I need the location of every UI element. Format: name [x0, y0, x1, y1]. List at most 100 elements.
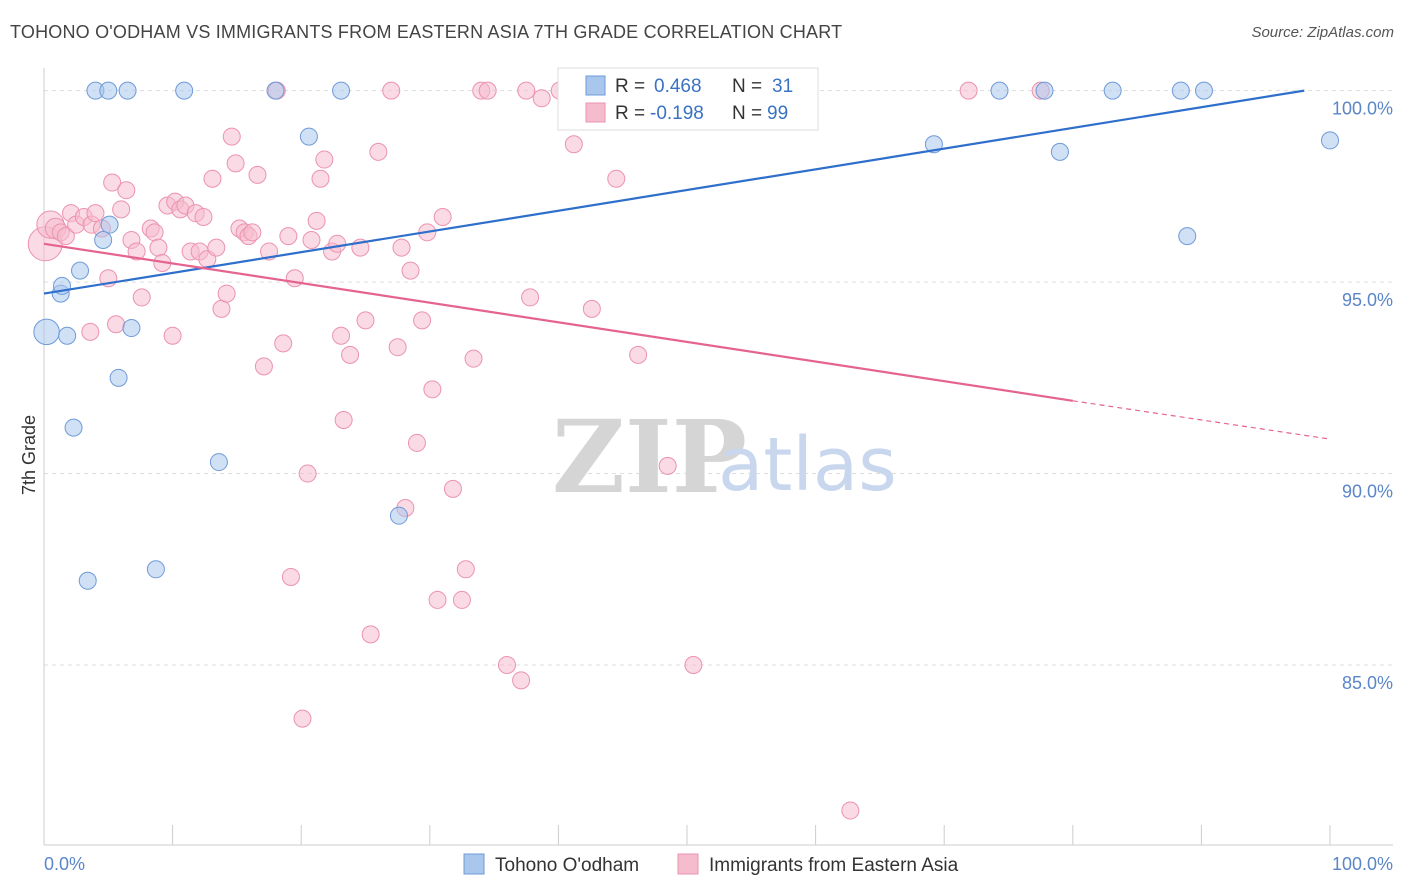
legend-r-value-1: 0.468: [654, 76, 702, 97]
point-tohono-oodham: [1103, 81, 1122, 100]
point-immigrants-eastern-asia: [285, 269, 304, 288]
chart-source: Source: ZipAtlas.com: [1251, 24, 1394, 41]
point-tohono-oodham: [266, 81, 285, 100]
legend-n-label-2: N =: [732, 103, 762, 124]
point-immigrants-eastern-asia: [307, 211, 326, 230]
point-tohono-oodham: [33, 318, 60, 346]
bottom-legend-label-1: Tohono O'odham: [495, 855, 639, 876]
point-immigrants-eastern-asia: [382, 81, 401, 100]
legend-r-value-2: -0.198: [650, 103, 704, 124]
y-tick-label: 95.0%: [1342, 290, 1393, 310]
point-tohono-oodham: [78, 571, 97, 590]
point-immigrants-eastern-asia: [392, 238, 411, 257]
point-immigrants-eastern-asia: [423, 380, 442, 399]
point-immigrants-eastern-asia: [226, 154, 245, 173]
point-immigrants-eastern-asia: [281, 567, 300, 586]
legend-swatch-pink: [585, 102, 606, 123]
point-immigrants-eastern-asia: [194, 208, 213, 226]
point-immigrants-eastern-asia: [112, 200, 131, 219]
point-immigrants-eastern-asia: [293, 709, 312, 728]
point-immigrants-eastern-asia: [302, 230, 321, 249]
x-tick-label-min: 0.0%: [44, 854, 85, 874]
point-tohono-oodham: [71, 261, 90, 280]
point-immigrants-eastern-asia: [517, 81, 536, 100]
point-tohono-oodham: [990, 81, 1009, 100]
point-tohono-oodham: [299, 127, 318, 146]
point-immigrants-eastern-asia: [582, 299, 601, 318]
point-immigrants-eastern-asia: [428, 590, 447, 609]
point-immigrants-eastern-asia: [841, 801, 860, 820]
series-immigrants-eastern-asia: [27, 81, 1050, 820]
point-immigrants-eastern-asia: [56, 227, 75, 246]
point-tohono-oodham: [109, 368, 128, 387]
point-immigrants-eastern-asia: [401, 261, 420, 280]
legend-swatch-blue: [585, 75, 606, 96]
point-tohono-oodham: [64, 418, 83, 437]
point-immigrants-eastern-asia: [248, 165, 267, 184]
point-immigrants-eastern-asia: [564, 135, 583, 154]
point-immigrants-eastern-asia: [203, 169, 222, 188]
point-tohono-oodham: [94, 230, 113, 249]
point-tohono-oodham: [1321, 131, 1339, 150]
y-tick-label: 100.0%: [1332, 99, 1393, 119]
chart-title: TOHONO O'ODHAM VS IMMIGRANTS FROM EASTER…: [10, 22, 843, 42]
point-immigrants-eastern-asia: [315, 150, 334, 169]
y-tick-label: 90.0%: [1342, 482, 1393, 502]
point-immigrants-eastern-asia: [298, 464, 317, 483]
legend-n-value-2: 99: [767, 103, 788, 124]
legend-r-label-2: R =: [615, 103, 645, 124]
trend-lines: [43, 89, 1331, 440]
trend-line-extension: [1072, 400, 1331, 440]
point-immigrants-eastern-asia: [222, 127, 241, 146]
point-immigrants-eastern-asia: [328, 234, 347, 253]
point-tohono-oodham: [122, 319, 141, 338]
correlation-legend: R = 0.468 N = 31 R = -0.198 N = 99: [557, 67, 819, 131]
x-tick-labels: 0.0% 100.0%: [44, 854, 1393, 874]
point-immigrants-eastern-asia: [512, 671, 531, 690]
point-immigrants-eastern-asia: [243, 223, 262, 242]
point-tohono-oodham: [118, 81, 137, 100]
point-immigrants-eastern-asia: [217, 284, 236, 303]
point-immigrants-eastern-asia: [207, 238, 226, 257]
point-immigrants-eastern-asia: [607, 169, 626, 188]
point-tohono-oodham: [389, 506, 408, 525]
point-immigrants-eastern-asia: [388, 338, 407, 357]
point-immigrants-eastern-asia: [356, 311, 375, 330]
point-immigrants-eastern-asia: [332, 326, 351, 345]
point-immigrants-eastern-asia: [959, 81, 978, 100]
point-immigrants-eastern-asia: [478, 81, 497, 100]
point-immigrants-eastern-asia: [361, 625, 380, 644]
bottom-legend-swatch-pink: [677, 853, 699, 875]
point-tohono-oodham: [100, 215, 119, 234]
grid-lines: [44, 90, 1393, 666]
point-immigrants-eastern-asia: [81, 322, 100, 341]
point-immigrants-eastern-asia: [658, 456, 677, 475]
point-immigrants-eastern-asia: [464, 349, 483, 368]
y-tick-label: 85.0%: [1342, 673, 1393, 693]
point-immigrants-eastern-asia: [629, 345, 648, 364]
trend-line-tohono-oodham: [43, 89, 1305, 295]
point-immigrants-eastern-asia: [279, 227, 298, 246]
point-tohono-oodham: [1171, 81, 1190, 100]
legend-r-label-1: R =: [615, 76, 645, 97]
point-immigrants-eastern-asia: [456, 560, 475, 579]
x-tick-label-max: 100.0%: [1332, 854, 1393, 874]
point-immigrants-eastern-asia: [311, 169, 330, 188]
point-immigrants-eastern-asia: [149, 238, 168, 257]
point-immigrants-eastern-asia: [127, 242, 146, 261]
point-tohono-oodham: [58, 326, 77, 345]
point-immigrants-eastern-asia: [132, 288, 151, 307]
point-immigrants-eastern-asia: [145, 223, 164, 242]
point-tohono-oodham: [332, 81, 351, 100]
point-immigrants-eastern-asia: [274, 334, 293, 353]
point-immigrants-eastern-asia: [341, 345, 360, 364]
point-immigrants-eastern-asia: [334, 410, 353, 429]
point-tohono-oodham: [209, 453, 228, 472]
point-immigrants-eastern-asia: [497, 656, 516, 675]
y-tick-labels: 85.0% 90.0% 95.0% 100.0%: [1332, 99, 1393, 693]
point-immigrants-eastern-asia: [86, 204, 105, 223]
point-immigrants-eastern-asia: [521, 288, 540, 307]
point-immigrants-eastern-asia: [452, 590, 471, 609]
point-immigrants-eastern-asia: [163, 326, 182, 345]
